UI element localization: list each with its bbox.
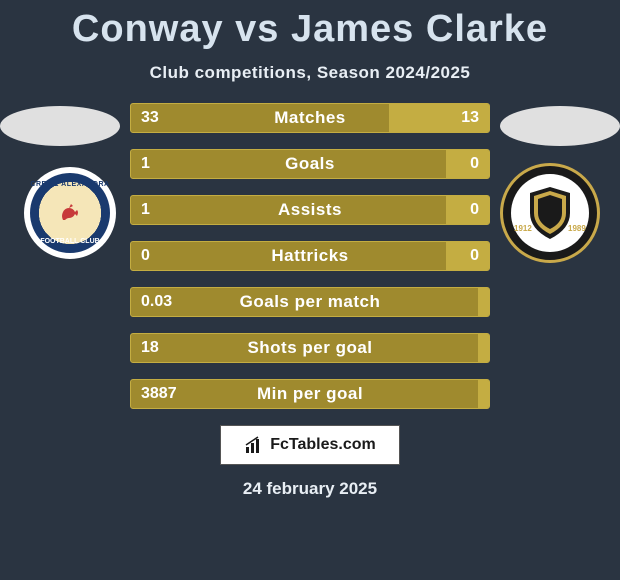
stat-value-right: 13 — [461, 104, 479, 132]
footer-brand-logo[interactable]: FcTables.com — [220, 425, 400, 465]
stat-label: Assists — [131, 196, 489, 224]
stat-value-left: 0.03 — [141, 288, 172, 316]
crest-left-bottom-text: FOOTBALL CLUB — [24, 238, 116, 245]
player-left-crest: CREWE ALEXANDRA FOOTBALL CLUB — [20, 163, 120, 263]
stat-row: Matches33 13 — [130, 103, 490, 133]
stat-value-right: 0 — [470, 150, 479, 178]
comparison-area: CREWE ALEXANDRA FOOTBALL CLUB 1912 1989 … — [0, 103, 620, 409]
player-right-photo — [500, 106, 620, 146]
stat-value-right: 0 — [470, 196, 479, 224]
stat-row: Hattricks0 0 — [130, 241, 490, 271]
stat-label: Matches — [131, 104, 489, 132]
page-title: Conway vs James Clarke — [0, 0, 620, 51]
svg-text:1912: 1912 — [514, 224, 532, 233]
stat-label: Shots per goal — [131, 334, 489, 362]
stat-label: Goals — [131, 150, 489, 178]
stat-label: Hattricks — [131, 242, 489, 270]
lion-icon — [55, 198, 85, 228]
crest-left-top-text: CREWE ALEXANDRA — [24, 181, 116, 188]
stat-value-left: 1 — [141, 150, 150, 178]
stat-value-left: 1 — [141, 196, 150, 224]
stat-row: Goals1 0 — [130, 149, 490, 179]
stat-value-left: 3887 — [141, 380, 177, 408]
stat-value-left: 18 — [141, 334, 159, 362]
stat-label: Min per goal — [131, 380, 489, 408]
stats-column: Matches3313Goals10Assists10Hattricks00Go… — [130, 103, 490, 409]
stat-row: Goals per match0.03 — [130, 287, 490, 317]
stat-row: Shots per goal18 — [130, 333, 490, 363]
stat-row: Min per goal3887 — [130, 379, 490, 409]
stat-value-right: 0 — [470, 242, 479, 270]
chart-icon — [244, 435, 264, 455]
stat-value-left: 33 — [141, 104, 159, 132]
player-right-crest: 1912 1989 — [500, 163, 600, 263]
footer-brand-text: FcTables.com — [270, 436, 376, 454]
subtitle: Club competitions, Season 2024/2025 — [0, 63, 620, 83]
stat-row: Assists1 0 — [130, 195, 490, 225]
stat-label: Goals per match — [131, 288, 489, 316]
stat-value-left: 0 — [141, 242, 150, 270]
player-left-photo — [0, 106, 120, 146]
crest-right-ring-text: 1912 1989 — [500, 163, 600, 263]
svg-text:1989: 1989 — [568, 224, 586, 233]
footer-date: 24 february 2025 — [0, 479, 620, 499]
